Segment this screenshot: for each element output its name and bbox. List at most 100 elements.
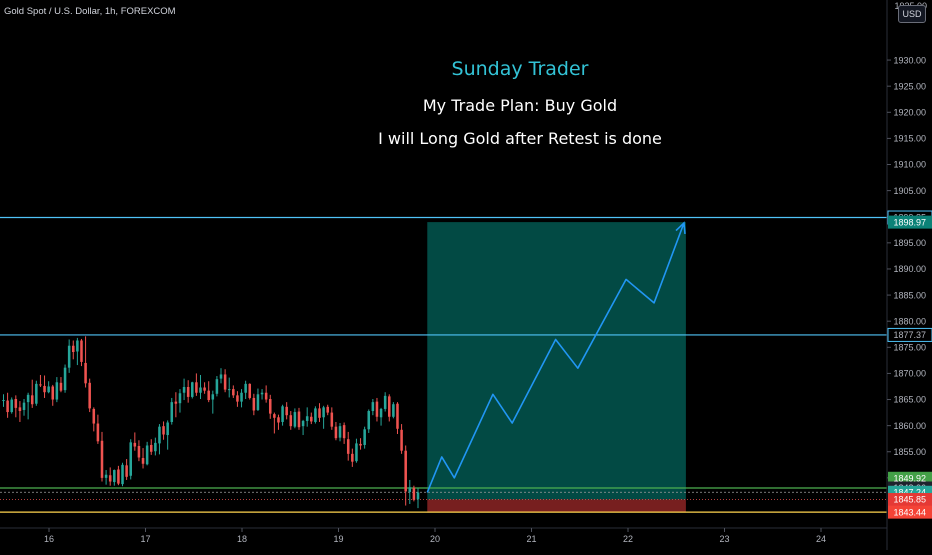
candle-body bbox=[268, 399, 272, 414]
candle-63 bbox=[260, 389, 264, 400]
candle-29 bbox=[121, 462, 124, 487]
profit-zone bbox=[427, 222, 686, 500]
candle-body bbox=[383, 395, 387, 409]
candle-body bbox=[301, 420, 305, 427]
candle-body bbox=[149, 444, 153, 452]
price-badge-1843.44: 1843.44 bbox=[888, 505, 932, 519]
candle-19 bbox=[80, 338, 83, 367]
candle-body bbox=[289, 415, 293, 427]
price-tick-label: 1920.00 bbox=[893, 107, 926, 117]
candle-33 bbox=[137, 440, 141, 462]
candle-23 bbox=[96, 414, 100, 444]
candle-32 bbox=[133, 432, 137, 451]
candle-body bbox=[125, 465, 128, 477]
candle-body bbox=[104, 474, 108, 478]
candle-body bbox=[80, 340, 83, 362]
candle-body bbox=[408, 487, 412, 492]
candle-body bbox=[281, 406, 284, 422]
price-tick-label: 1855.00 bbox=[893, 447, 926, 457]
candle-52 bbox=[215, 376, 219, 397]
candle-70 bbox=[289, 411, 293, 430]
candle-body bbox=[416, 492, 420, 500]
candle-body bbox=[227, 389, 231, 391]
candle-74 bbox=[305, 407, 309, 427]
time-tick-label: 21 bbox=[526, 534, 536, 544]
candle-body bbox=[264, 392, 268, 400]
candle-body bbox=[141, 458, 145, 464]
price-tick-label: 1890.00 bbox=[893, 264, 926, 274]
candle-22 bbox=[92, 407, 96, 432]
candle-body bbox=[47, 386, 50, 393]
candle-6 bbox=[26, 392, 30, 420]
time-tick-label: 19 bbox=[333, 534, 343, 544]
candle-45 bbox=[186, 380, 190, 403]
candle-body bbox=[359, 443, 362, 446]
candle-body bbox=[338, 426, 342, 438]
candle-2 bbox=[10, 397, 13, 414]
candle-body bbox=[379, 408, 383, 418]
projection-line bbox=[426, 222, 685, 493]
price-tick-label: 1915.00 bbox=[893, 134, 926, 144]
price-tick-label: 1930.00 bbox=[893, 55, 926, 65]
candle-body bbox=[195, 382, 198, 393]
candle-46 bbox=[191, 381, 194, 399]
candle-body bbox=[355, 443, 358, 462]
time-tick-label: 16 bbox=[44, 534, 54, 544]
candle-body bbox=[133, 442, 137, 447]
candle-62 bbox=[256, 388, 260, 412]
candle-body bbox=[305, 416, 309, 421]
candle-body bbox=[63, 367, 67, 391]
candle-64 bbox=[264, 385, 268, 403]
candle-39 bbox=[162, 421, 165, 440]
candle-72 bbox=[297, 407, 301, 430]
price-tick-label: 1895.00 bbox=[893, 238, 926, 248]
candle-body bbox=[236, 395, 239, 402]
candle-body bbox=[375, 401, 379, 417]
candle-91 bbox=[375, 397, 379, 422]
time-tick-label: 18 bbox=[237, 534, 247, 544]
candle-body bbox=[30, 395, 34, 405]
candle-body bbox=[14, 399, 18, 408]
candle-99 bbox=[408, 479, 412, 504]
candle-body bbox=[174, 401, 178, 404]
candle-body bbox=[404, 450, 407, 492]
candle-body bbox=[186, 386, 190, 397]
candle-42 bbox=[174, 392, 178, 418]
candle-56 bbox=[232, 385, 235, 398]
candle-59 bbox=[244, 380, 247, 400]
candle-body bbox=[318, 408, 321, 418]
candle-50 bbox=[207, 381, 210, 403]
price-badge-label: 1843.44 bbox=[893, 507, 926, 517]
price-badge-label: 1845.85 bbox=[893, 495, 926, 505]
candle-53 bbox=[219, 368, 223, 384]
candle-12 bbox=[51, 384, 55, 406]
candle-body bbox=[88, 382, 91, 409]
candle-body bbox=[26, 394, 30, 403]
candle-body bbox=[71, 345, 75, 352]
candle-13 bbox=[55, 377, 59, 403]
price-tick-label: 1910.00 bbox=[893, 160, 926, 170]
candle-body bbox=[178, 393, 182, 404]
candle-71 bbox=[293, 408, 297, 429]
currency-badge[interactable]: USD bbox=[898, 5, 926, 23]
candle-1 bbox=[6, 392, 9, 418]
candle-9 bbox=[39, 374, 42, 387]
candle-16 bbox=[67, 339, 71, 373]
candle-body bbox=[55, 382, 59, 400]
candle-20 bbox=[84, 336, 87, 388]
candle-44 bbox=[182, 378, 186, 401]
price-badges: 1899.851898.971877.371849.921848.061847.… bbox=[887, 210, 932, 519]
price-tick-label: 1870.00 bbox=[893, 369, 926, 379]
candle-21 bbox=[88, 378, 91, 413]
candle-body bbox=[388, 396, 391, 417]
price-tick-label: 1885.00 bbox=[893, 290, 926, 300]
candle-41 bbox=[170, 397, 174, 425]
candle-79 bbox=[326, 404, 329, 416]
candle-body bbox=[314, 408, 317, 422]
price-badge-1877.37: 1877.37 bbox=[887, 327, 932, 342]
candle-90 bbox=[371, 399, 375, 416]
candle-83 bbox=[342, 422, 346, 444]
candle-84 bbox=[346, 431, 350, 461]
